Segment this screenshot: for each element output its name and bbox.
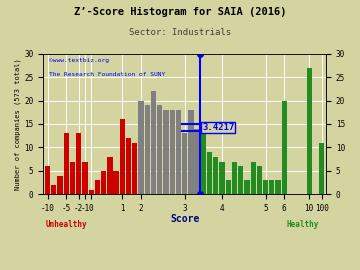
Bar: [70, 161, 75, 194]
Bar: [207, 152, 212, 194]
Bar: [113, 171, 119, 194]
Bar: [89, 190, 94, 194]
Bar: [213, 157, 219, 194]
Bar: [138, 100, 144, 194]
Bar: [95, 180, 100, 194]
Bar: [126, 138, 131, 194]
Text: Sector: Industrials: Sector: Industrials: [129, 28, 231, 37]
Bar: [226, 180, 231, 194]
Text: 3.4217: 3.4217: [202, 123, 234, 132]
Bar: [219, 161, 225, 194]
Bar: [319, 143, 324, 194]
Bar: [201, 133, 206, 194]
Bar: [51, 185, 57, 194]
Bar: [45, 166, 50, 194]
X-axis label: Score: Score: [170, 214, 199, 224]
Bar: [251, 161, 256, 194]
Bar: [282, 100, 287, 194]
Bar: [263, 180, 268, 194]
Bar: [238, 166, 243, 194]
Text: ©www.textbiz.org: ©www.textbiz.org: [49, 58, 109, 63]
Bar: [257, 166, 262, 194]
Bar: [182, 133, 187, 194]
Bar: [176, 110, 181, 194]
Bar: [194, 129, 200, 194]
Bar: [76, 133, 81, 194]
Bar: [157, 105, 162, 194]
Bar: [107, 157, 113, 194]
Bar: [188, 110, 194, 194]
Text: The Research Foundation of SUNY: The Research Foundation of SUNY: [49, 72, 165, 77]
Bar: [64, 133, 69, 194]
Text: Healthy: Healthy: [287, 220, 319, 229]
Bar: [244, 180, 249, 194]
Bar: [170, 110, 175, 194]
Text: Z’-Score Histogram for SAIA (2016): Z’-Score Histogram for SAIA (2016): [74, 7, 286, 17]
Bar: [82, 161, 87, 194]
Bar: [145, 105, 150, 194]
Bar: [120, 119, 125, 194]
Bar: [58, 176, 63, 194]
Bar: [275, 180, 281, 194]
Bar: [132, 143, 138, 194]
Bar: [232, 161, 237, 194]
Text: Unhealthy: Unhealthy: [45, 220, 87, 229]
Bar: [101, 171, 106, 194]
Bar: [307, 68, 312, 194]
Bar: [163, 110, 168, 194]
Bar: [269, 180, 274, 194]
Y-axis label: Number of companies (573 total): Number of companies (573 total): [15, 58, 22, 190]
Bar: [151, 91, 156, 194]
